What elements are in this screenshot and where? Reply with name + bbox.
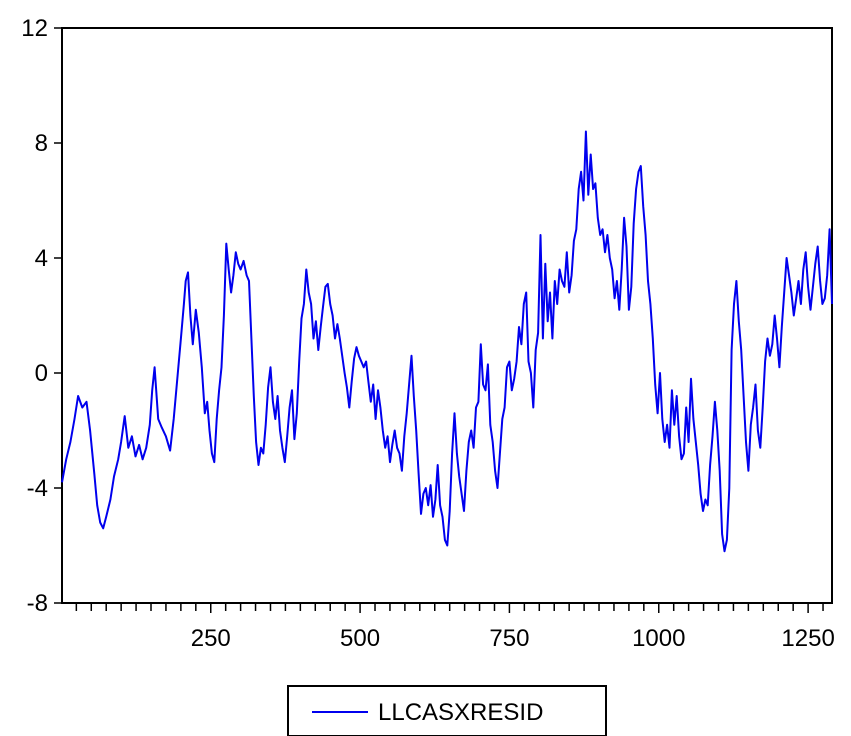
x-tick-label: 250 (191, 625, 231, 652)
y-tick-label: -8 (27, 590, 48, 617)
x-tick-label: 1250 (781, 625, 834, 652)
x-axis: 250 500 750 1000 1250 (75, 603, 835, 652)
y-tick-label: 8 (35, 130, 48, 157)
series-line-llcasxresid (61, 130, 833, 553)
y-tick-label: 4 (35, 245, 48, 272)
y-tick-label: 0 (35, 360, 48, 387)
y-axis: -8 -4 0 4 8 12 (21, 15, 62, 617)
x-tick-label: 500 (340, 625, 380, 652)
legend: LLCASXRESID (287, 685, 607, 736)
legend-label: LLCASXRESID (378, 699, 543, 726)
y-tick-label: 12 (21, 15, 48, 42)
y-tick-label: -4 (27, 475, 48, 502)
x-tick-label: 750 (489, 625, 529, 652)
x-tick-label: 1000 (632, 625, 685, 652)
plot-frame (61, 27, 833, 604)
